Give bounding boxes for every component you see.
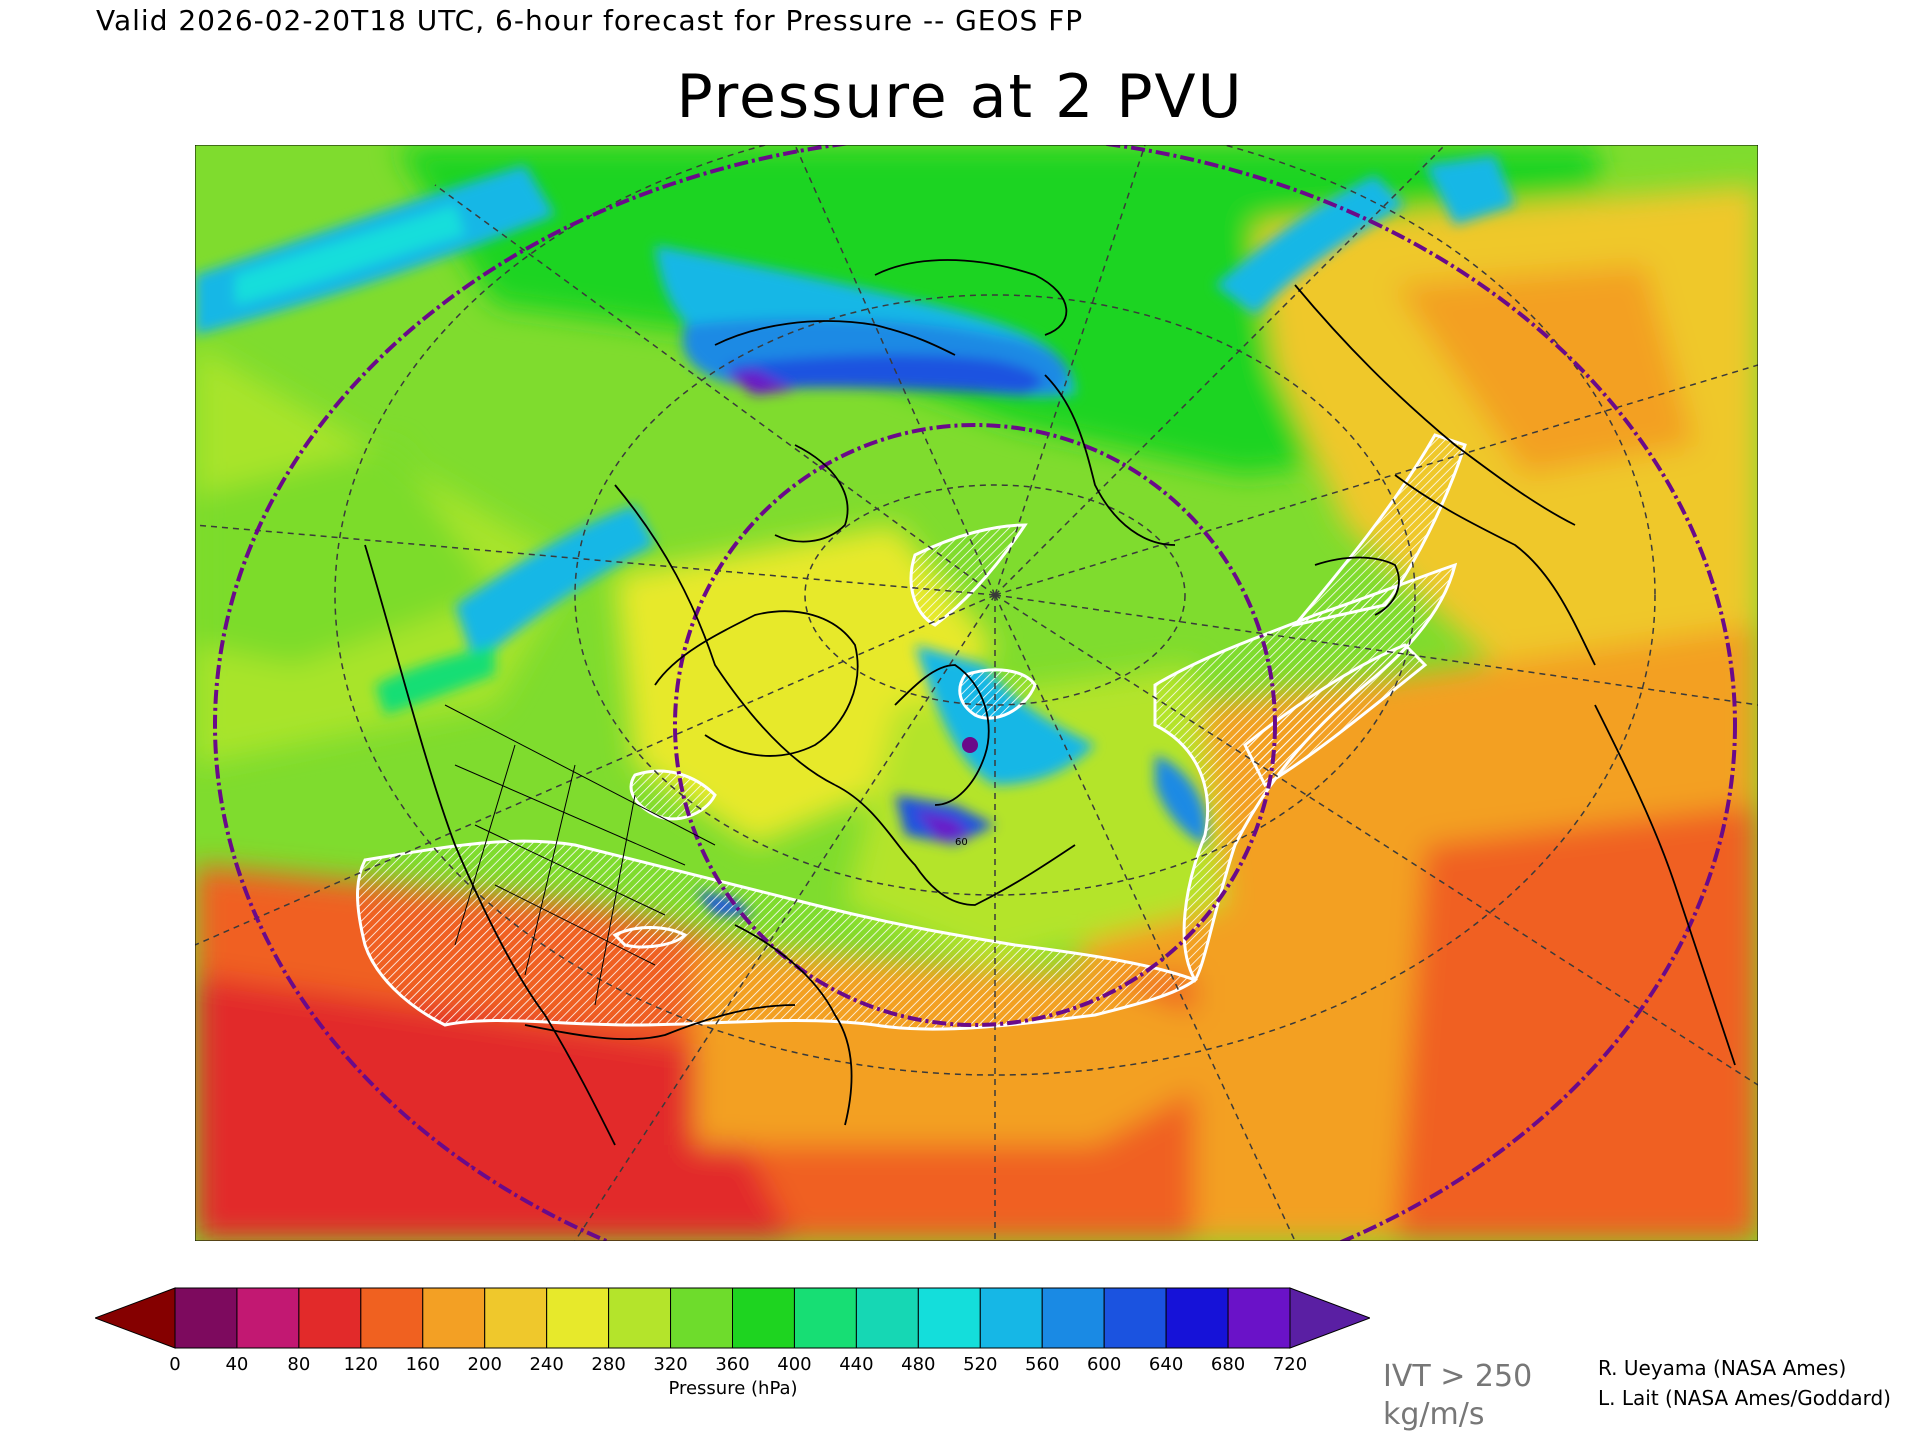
colorbar-segment bbox=[422, 1287, 486, 1349]
colorbar-segment bbox=[236, 1287, 300, 1349]
colorbar-segment bbox=[1041, 1287, 1105, 1349]
colorbar-segment bbox=[793, 1287, 857, 1349]
colorbar-tick-label: 280 bbox=[591, 1354, 626, 1375]
contour-label: 60 bbox=[955, 837, 968, 848]
colorbar-tick-label: 160 bbox=[405, 1354, 440, 1375]
colorbar-under-arrow bbox=[93, 1287, 176, 1349]
lat-lon-grid bbox=[195, 145, 1758, 1241]
colorbar-tick-label: 0 bbox=[169, 1354, 181, 1375]
credit-line1: R. Ueyama (NASA Ames) bbox=[1598, 1356, 1847, 1380]
valid-time-header: Valid 2026-02-20T18 UTC, 6-hour forecast… bbox=[96, 4, 1084, 37]
reference-circles bbox=[213, 145, 1737, 1241]
state-borders bbox=[444, 704, 716, 1006]
colorbar-segment bbox=[917, 1287, 981, 1349]
colorbar-segment bbox=[1165, 1287, 1229, 1349]
colorbar-segment bbox=[546, 1287, 610, 1349]
colorbar-tick-label: 120 bbox=[343, 1354, 379, 1375]
colorbar-segment bbox=[855, 1287, 919, 1349]
colorbar-segment bbox=[174, 1287, 238, 1349]
colorbar-tick-label: 400 bbox=[777, 1354, 812, 1375]
ivt-legend-line1: IVT > 250 bbox=[1383, 1359, 1533, 1394]
colorbar-tick-label: 640 bbox=[1148, 1354, 1184, 1375]
colorbar-tick-label: 80 bbox=[287, 1354, 311, 1375]
ivt-legend-line2: kg/m/s bbox=[1383, 1397, 1485, 1432]
colorbar-segment bbox=[298, 1287, 362, 1349]
colorbar-tick-label: 560 bbox=[1025, 1354, 1060, 1375]
forecast-map: 60 bbox=[195, 145, 1758, 1241]
colorbar-tick-label: 440 bbox=[839, 1354, 874, 1375]
coastlines bbox=[364, 259, 1736, 1146]
ivt-hatched-regions bbox=[356, 433, 1467, 1031]
colorbar-tick-label: 40 bbox=[225, 1354, 249, 1375]
colorbar-segment bbox=[732, 1287, 795, 1349]
colorbar-segment bbox=[979, 1287, 1043, 1349]
colorbar-segment bbox=[1227, 1287, 1291, 1349]
colorbar bbox=[93, 1283, 1372, 1363]
colorbar-tick-label: 520 bbox=[963, 1354, 998, 1375]
colorbar-label: Pressure (hPa) bbox=[668, 1378, 798, 1399]
credit-line2: L. Lait (NASA Ames/Goddard) bbox=[1598, 1386, 1891, 1410]
colorbar-tick-label: 240 bbox=[529, 1354, 564, 1375]
map-title: Pressure at 2 PVU bbox=[676, 62, 1244, 132]
colorbar-segment bbox=[484, 1287, 548, 1349]
colorbar-tick-label: 200 bbox=[467, 1354, 502, 1375]
low-pressure-features bbox=[195, 155, 1515, 915]
colorbar-tick-label: 360 bbox=[715, 1354, 750, 1375]
colorbar-segment bbox=[1103, 1287, 1167, 1349]
colorbar-segment bbox=[608, 1287, 672, 1349]
ivt-legend: IVT > 250 kg/m/s bbox=[1383, 1358, 1532, 1434]
colorbar-tick-label: 600 bbox=[1086, 1354, 1122, 1375]
colorbar-over-arrow bbox=[1289, 1287, 1372, 1349]
colorbar-tick-label: 480 bbox=[901, 1354, 936, 1375]
colorbar-segment bbox=[360, 1287, 424, 1349]
colorbar-tick-label: 680 bbox=[1210, 1354, 1246, 1375]
colorbar-tick-label: 720 bbox=[1272, 1354, 1308, 1375]
marker-dot bbox=[962, 737, 978, 753]
colorbar-segment bbox=[670, 1287, 733, 1349]
colorbar-tick-label: 320 bbox=[653, 1354, 688, 1375]
